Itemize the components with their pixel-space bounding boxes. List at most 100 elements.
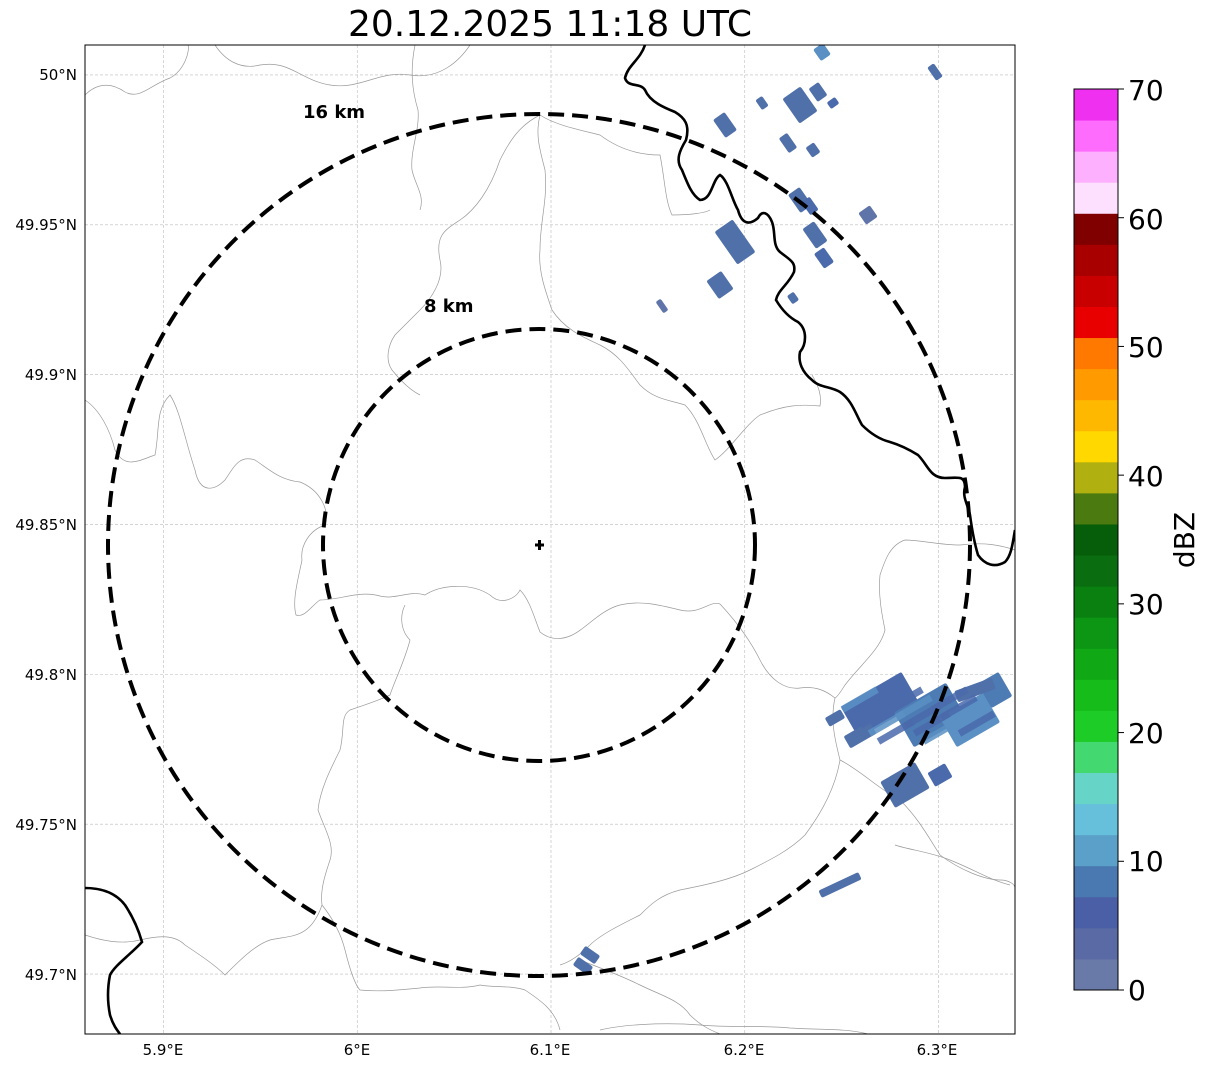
colorbar-tick-labels: 0 10 20 30 40 50 60 70 (1128, 74, 1164, 1007)
boundary-line (387, 114, 541, 396)
echo-cell (819, 872, 861, 898)
ring-label-8km: 8 km (424, 296, 474, 317)
colorbar-tick-label: 60 (1128, 203, 1164, 236)
colorbar-tick-label: 10 (1128, 845, 1164, 878)
lat-tick-label: 49.7°N (25, 966, 77, 984)
colorbar-segment (1074, 430, 1118, 463)
colorbar-title: dBZ (1168, 512, 1201, 568)
echo-cell (840, 686, 879, 713)
colorbar-segment (1074, 244, 1118, 276)
lon-tick-label: 6.2°E (724, 1041, 765, 1059)
colorbar-frame (1073, 88, 1119, 991)
map-frame (84, 44, 1016, 1035)
colorbar-segment (1074, 306, 1118, 339)
echo-cell (927, 63, 943, 81)
colorbar-segment (1074, 368, 1118, 401)
colorbar-segment (1074, 399, 1118, 432)
lon-tick-label: 6°E (344, 1041, 371, 1059)
colorbar-segment (1074, 523, 1118, 556)
colorbar-tick-label: 20 (1128, 717, 1164, 750)
latitude-tick-labels: 50°N 49.95°N 49.9°N 49.85°N 49.8°N 49.75… (15, 66, 77, 984)
boundary-line (214, 45, 471, 87)
colorbar-segment (1074, 803, 1118, 836)
radar-center-marker (535, 540, 544, 550)
echo-cell (827, 97, 839, 109)
echo-cell (803, 221, 827, 249)
echo-cell (844, 722, 876, 748)
echo-cell (783, 87, 817, 123)
echo-cell (957, 710, 996, 737)
colorbar-segment (1074, 182, 1118, 214)
colorbar-segment (1074, 151, 1118, 183)
echo-cell (802, 197, 818, 215)
echo-cell (707, 271, 733, 299)
echo-cell (928, 763, 952, 787)
colorbar-segment (1074, 710, 1118, 742)
boundary-line (599, 1023, 869, 1034)
range-ring-16km (106, 112, 972, 978)
colorbar-segment (1074, 741, 1118, 774)
boundary-line (85, 45, 189, 96)
colorbar-segment (1074, 492, 1118, 525)
longitude-tick-labels: 5.9°E 6°E 6.1°E 6.2°E 6.3°E (143, 1041, 958, 1059)
colorbar-segment (1074, 617, 1118, 649)
boundary-line (85, 394, 327, 526)
colorbar-segment (1074, 275, 1118, 307)
colorbar-segment (1074, 586, 1118, 618)
boundary-line (537, 114, 553, 311)
range-ring-8km (321, 327, 757, 763)
echo-cell (779, 133, 797, 153)
admin-boundaries (85, 45, 1015, 1034)
echo-cell (948, 702, 987, 729)
echo-cell (814, 247, 834, 269)
echo-cell (713, 112, 737, 138)
boundary-line (317, 604, 481, 992)
colorbar-tick-label: 0 (1128, 974, 1146, 1007)
national-border (85, 45, 1015, 1034)
lat-tick-label: 49.9°N (25, 366, 77, 384)
echo-cell (756, 96, 768, 110)
boundary-line (85, 904, 323, 976)
lon-tick-label: 5.9°E (143, 1041, 184, 1059)
echo-cell (813, 45, 831, 61)
colorbar-segment (1074, 461, 1118, 494)
colorbar-tick-label: 70 (1128, 74, 1164, 107)
boundary-line (294, 524, 721, 639)
gridlines (85, 45, 1015, 1034)
colorbar-segment (1074, 896, 1118, 929)
echo-cell (806, 143, 820, 157)
colorbar-segment (1074, 555, 1118, 587)
boundary-line (539, 114, 711, 216)
map-title: 20.12.2025 11:18 UTC (347, 4, 753, 45)
echo-cell (885, 686, 924, 713)
boundary-line (719, 603, 836, 699)
boundary-line (411, 45, 422, 211)
colorbar-tick-label: 30 (1128, 588, 1164, 621)
echo-cell (825, 709, 845, 727)
range-rings (106, 112, 972, 978)
ring-label-16km: 16 km (303, 102, 365, 123)
colorbar-segment (1074, 927, 1118, 960)
boundary-line (894, 844, 1011, 886)
lat-tick-label: 49.75°N (15, 816, 77, 834)
colorbar-segment (1074, 865, 1118, 898)
lon-tick-label: 6.3°E (917, 1041, 958, 1059)
boundary-line (559, 697, 841, 966)
boundary-line (839, 759, 1015, 889)
lat-tick-label: 49.8°N (25, 666, 77, 684)
lat-tick-label: 50°N (39, 66, 77, 84)
lat-tick-label: 49.95°N (15, 216, 77, 234)
border-line (623, 45, 1015, 567)
echo-cell (849, 694, 888, 721)
colorbar-segment (1074, 89, 1118, 121)
echo-cell (580, 946, 600, 964)
colorbar-segment (1074, 648, 1118, 680)
echo-cell (809, 82, 827, 102)
echo-cell (954, 678, 996, 702)
border-line (85, 886, 144, 1034)
echo-cell (894, 694, 933, 721)
colorbar-segment (1074, 834, 1118, 867)
echo-cell (656, 299, 668, 313)
echo-cell (787, 292, 799, 304)
colorbar-segment (1074, 679, 1118, 711)
